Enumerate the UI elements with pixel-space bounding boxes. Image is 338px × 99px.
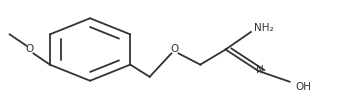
Text: O: O bbox=[26, 44, 34, 55]
Text: OH: OH bbox=[296, 82, 312, 92]
Text: N: N bbox=[256, 65, 264, 75]
Text: NH₂: NH₂ bbox=[254, 23, 273, 33]
Text: O: O bbox=[171, 44, 179, 55]
